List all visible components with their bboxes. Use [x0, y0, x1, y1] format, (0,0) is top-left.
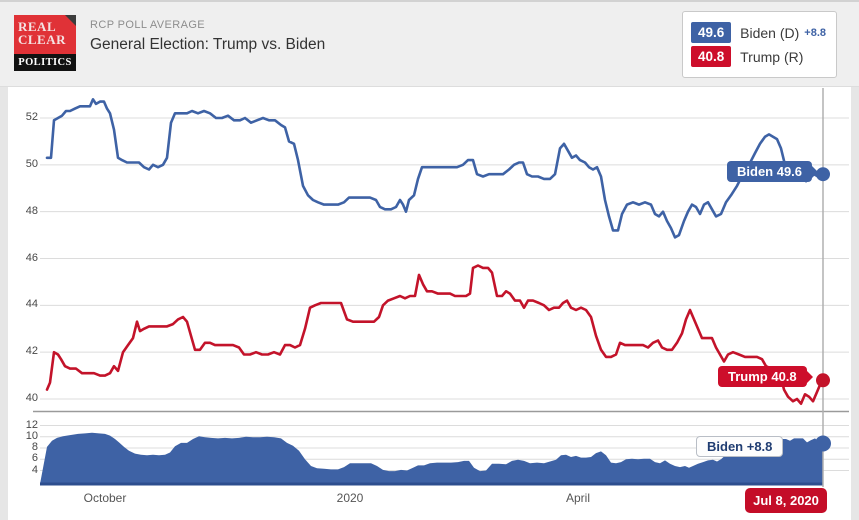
logo-text-real: REAL: [18, 19, 57, 34]
biden-spread-value: +8.8: [804, 26, 826, 39]
legend: 49.6 Biden (D) +8.8 40.8 Trump (R): [682, 11, 837, 78]
logo-fold-corner-icon: [65, 15, 76, 26]
trump-legend-label: Trump (R): [740, 48, 804, 65]
trump-callout[interactable]: Trump 40.8: [718, 366, 813, 387]
biden-legend-label: Biden (D): [740, 24, 800, 41]
trump-line: [45, 264, 825, 405]
biden-value-badge: 49.6: [691, 22, 732, 43]
header: REAL CLEAR POLITICS RCP POLL AVERAGE Gen…: [0, 0, 859, 87]
spread-area: [40, 432, 823, 484]
end-date-badge[interactable]: Jul 8, 2020: [745, 488, 827, 513]
biden-line: [45, 98, 825, 239]
rcp-logo[interactable]: REAL CLEAR POLITICS: [14, 15, 76, 71]
spread-end-dot: [815, 435, 831, 452]
biden-callout[interactable]: Biden 49.6: [727, 161, 819, 182]
logo-text-clear: CLEAR: [18, 32, 67, 47]
chart-eyebrow: RCP POLL AVERAGE: [90, 19, 206, 31]
legend-row-trump[interactable]: 40.8 Trump (R): [691, 46, 826, 67]
spread-callout[interactable]: Biden +8.8: [696, 436, 784, 457]
trump-end-dot: [816, 373, 830, 388]
legend-row-biden[interactable]: 49.6 Biden (D) +8.8: [691, 22, 826, 43]
biden-end-dot: [816, 167, 830, 182]
logo-text-politics: POLITICS: [14, 54, 76, 71]
page-title: General Election: Trump vs. Biden: [90, 36, 326, 53]
trump-value-badge: 40.8: [691, 46, 732, 67]
